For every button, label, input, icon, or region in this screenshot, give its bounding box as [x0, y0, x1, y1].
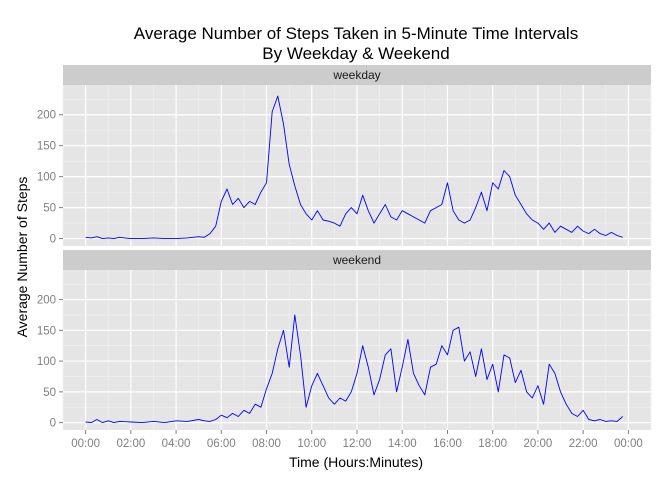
facet-panel-weekend: weekend 0 50 100 150 200 — [37, 250, 652, 430]
x-tick-label: 04:00 — [162, 438, 191, 450]
facet-strip-background — [63, 65, 651, 85]
y-tick-label: 200 — [37, 110, 56, 122]
x-tick-label: 16:00 — [433, 438, 462, 450]
x-tick-label: 18:00 — [478, 438, 507, 450]
x-tick-label: 02:00 — [116, 438, 145, 450]
x-axis-title: Time (Hours:Minutes) — [289, 454, 423, 470]
series-line-weekend — [85, 314, 623, 424]
facet-strip-background — [63, 250, 651, 270]
x-tick-label: 22:00 — [569, 438, 598, 450]
y-tick-label: 0 — [50, 234, 56, 246]
x-tick-label: 08:00 — [252, 438, 281, 450]
y-tick-label: 100 — [37, 356, 56, 368]
x-tick-label: 12:00 — [343, 438, 372, 450]
x-tick-label: 20:00 — [524, 438, 553, 450]
y-tick-label: 50 — [43, 387, 56, 399]
x-tick-label: 00:00 — [71, 438, 100, 450]
series-line-weekday — [85, 95, 623, 240]
x-axis-ticks: 00:00 02:00 04:00 06:00 08:00 10:00 12:00 14:00… — [71, 430, 643, 450]
x-tick-label: 10:00 — [297, 438, 326, 450]
x-tick-label: 06:00 — [207, 438, 236, 450]
y-axis-title: Average Number of Steps — [14, 177, 30, 338]
chart-title-line-2: By Weekday & Weekend — [262, 44, 449, 63]
x-tick-label: 14:00 — [388, 438, 417, 450]
x-tick-label: 00:00 — [614, 438, 643, 450]
facets-layer: weekday 0 50 100 150 200 weekend 0 50 100 150 200 — [37, 65, 652, 430]
y-tick-label: 150 — [37, 141, 56, 153]
facet-strip-label: weekday — [332, 68, 380, 82]
facet-strip-label: weekend — [332, 253, 381, 267]
y-tick-label: 200 — [37, 295, 56, 307]
facet-panel-weekday: weekday 0 50 100 150 200 — [37, 65, 652, 246]
y-tick-label: 100 — [37, 172, 56, 184]
y-tick-label: 150 — [37, 325, 56, 337]
y-tick-label: 0 — [50, 418, 56, 430]
chart-title-line-1: Average Number of Steps Taken in 5-Minut… — [134, 24, 578, 43]
y-tick-label: 50 — [43, 203, 56, 215]
